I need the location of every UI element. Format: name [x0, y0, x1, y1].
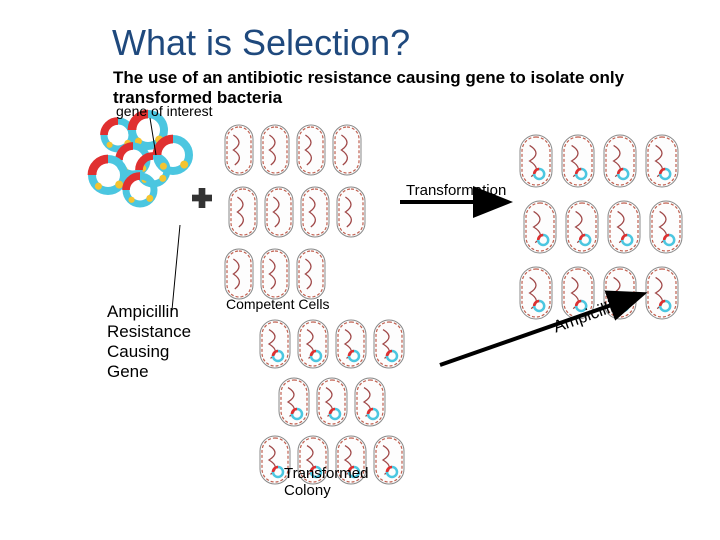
label-ampicillin-resistance: Ampicillin Resistance Causing Gene [107, 302, 202, 382]
slide-subtitle: The use of an antibiotic resistance caus… [113, 68, 683, 108]
slide-title: What is Selection? [112, 22, 410, 64]
label-transformation: Transformation [406, 182, 506, 199]
label-competent-cells: Competent Cells [226, 296, 330, 312]
label-gene-of-interest: gene of interest [116, 103, 213, 119]
label-transformed-colony: Transformed Colony [284, 465, 384, 499]
